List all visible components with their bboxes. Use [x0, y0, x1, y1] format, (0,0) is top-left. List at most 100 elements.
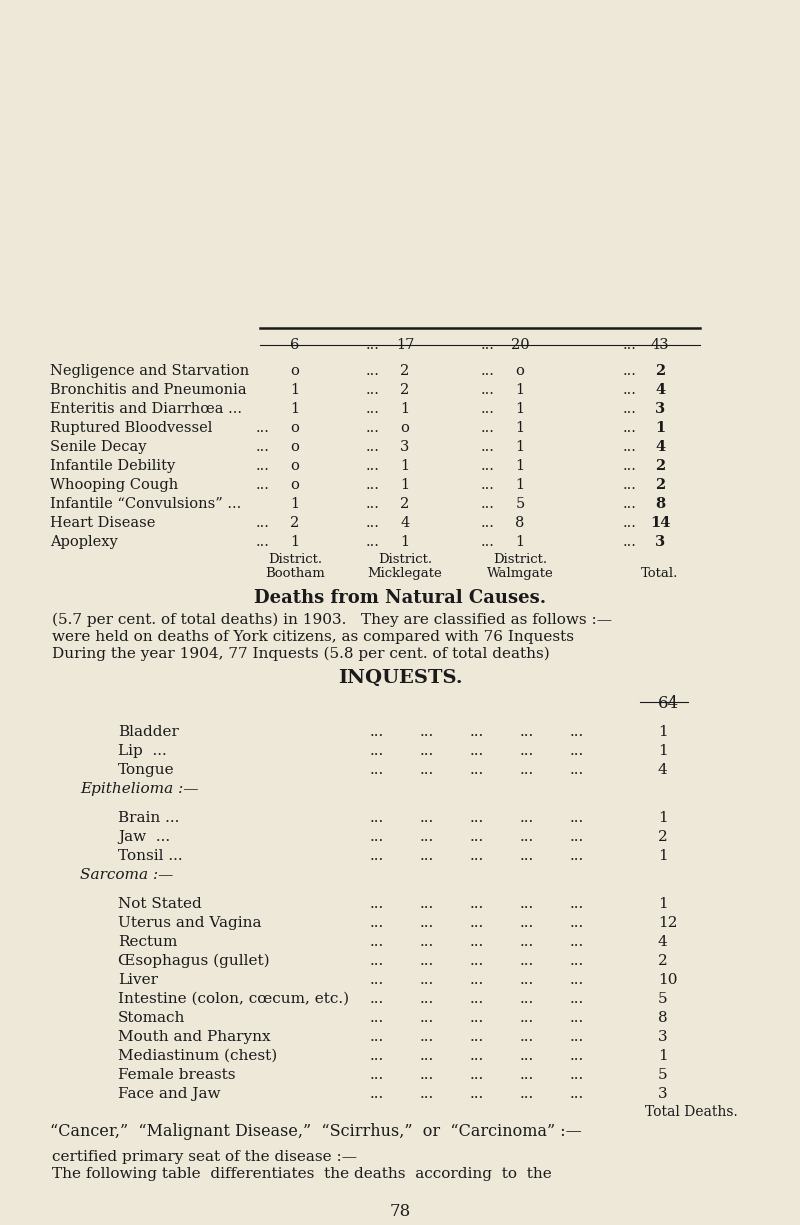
Text: ...: ...	[256, 516, 270, 530]
Text: District.: District.	[268, 552, 322, 566]
Text: ...: ...	[370, 992, 384, 1006]
Text: o: o	[401, 421, 410, 435]
Text: 4: 4	[655, 440, 665, 454]
Text: ...: ...	[520, 811, 534, 824]
Text: 2: 2	[658, 954, 668, 968]
Text: ...: ...	[570, 973, 584, 987]
Text: ...: ...	[481, 516, 495, 530]
Text: 2: 2	[400, 364, 410, 379]
Text: ...: ...	[256, 535, 270, 549]
Text: 8: 8	[658, 1011, 668, 1025]
Text: 5: 5	[658, 992, 668, 1006]
Text: The following table  differentiates  the deaths  according  to  the: The following table differentiates the d…	[52, 1167, 552, 1181]
Text: ...: ...	[366, 402, 380, 416]
Text: 1: 1	[658, 744, 668, 758]
Text: 3: 3	[655, 535, 665, 549]
Text: 1: 1	[401, 535, 410, 549]
Text: Uterus and Vagina: Uterus and Vagina	[118, 916, 262, 930]
Text: ...: ...	[481, 440, 495, 454]
Text: ...: ...	[570, 831, 584, 844]
Text: ...: ...	[520, 935, 534, 949]
Text: ...: ...	[420, 763, 434, 777]
Text: ...: ...	[370, 811, 384, 824]
Text: ...: ...	[366, 459, 380, 473]
Text: o: o	[290, 478, 299, 492]
Text: were held on deaths of York citizens, as compared with 76 Inquests: were held on deaths of York citizens, as…	[52, 630, 574, 644]
Text: ...: ...	[366, 364, 380, 379]
Text: o: o	[290, 440, 299, 454]
Text: ...: ...	[370, 763, 384, 777]
Text: Œsophagus (gullet): Œsophagus (gullet)	[118, 954, 270, 968]
Text: Total Deaths.: Total Deaths.	[645, 1105, 738, 1118]
Text: ...: ...	[420, 1011, 434, 1025]
Text: Negligence and Starvation: Negligence and Starvation	[50, 364, 250, 379]
Text: Mediastinum (chest): Mediastinum (chest)	[118, 1049, 278, 1063]
Text: District.: District.	[378, 552, 432, 566]
Text: Bootham: Bootham	[265, 567, 325, 579]
Text: Female breasts: Female breasts	[118, 1068, 235, 1082]
Text: ...: ...	[370, 831, 384, 844]
Text: o: o	[290, 364, 299, 379]
Text: ...: ...	[623, 516, 637, 530]
Text: Not Stated: Not Stated	[118, 897, 202, 911]
Text: Micklegate: Micklegate	[368, 567, 442, 579]
Text: ...: ...	[570, 897, 584, 911]
Text: ...: ...	[256, 459, 270, 473]
Text: ...: ...	[623, 440, 637, 454]
Text: 3: 3	[400, 440, 410, 454]
Text: 3: 3	[658, 1087, 668, 1101]
Text: ...: ...	[370, 954, 384, 968]
Text: ...: ...	[366, 440, 380, 454]
Text: ...: ...	[570, 1030, 584, 1044]
Text: ...: ...	[470, 849, 484, 862]
Text: ...: ...	[520, 992, 534, 1006]
Text: ...: ...	[470, 1030, 484, 1044]
Text: ...: ...	[470, 973, 484, 987]
Text: 1: 1	[658, 849, 668, 862]
Text: 8: 8	[515, 516, 525, 530]
Text: ...: ...	[520, 1030, 534, 1044]
Text: ...: ...	[470, 1011, 484, 1025]
Text: ...: ...	[481, 497, 495, 511]
Text: (5.7 per cent. of total deaths) in 1903.   They are classified as follows :—: (5.7 per cent. of total deaths) in 1903.…	[52, 612, 612, 627]
Text: ...: ...	[470, 725, 484, 739]
Text: 1: 1	[515, 478, 525, 492]
Text: During the year 1904, 77 Inquests (5.8 per cent. of total deaths): During the year 1904, 77 Inquests (5.8 p…	[52, 647, 550, 662]
Text: ...: ...	[520, 916, 534, 930]
Text: 1: 1	[515, 459, 525, 473]
Text: 4: 4	[655, 383, 665, 397]
Text: 17: 17	[396, 338, 414, 352]
Text: 20: 20	[510, 338, 530, 352]
Text: ...: ...	[623, 535, 637, 549]
Text: ...: ...	[623, 383, 637, 397]
Text: Stomach: Stomach	[118, 1011, 186, 1025]
Text: ...: ...	[420, 973, 434, 987]
Text: 43: 43	[650, 338, 670, 352]
Text: 1: 1	[515, 440, 525, 454]
Text: o: o	[515, 364, 525, 379]
Text: ...: ...	[256, 421, 270, 435]
Text: o: o	[290, 421, 299, 435]
Text: Heart Disease: Heart Disease	[50, 516, 155, 530]
Text: ...: ...	[370, 1068, 384, 1082]
Text: ...: ...	[520, 744, 534, 758]
Text: ...: ...	[370, 897, 384, 911]
Text: ...: ...	[420, 1030, 434, 1044]
Text: ...: ...	[520, 763, 534, 777]
Text: Ruptured Bloodvessel: Ruptured Bloodvessel	[50, 421, 212, 435]
Text: 1: 1	[290, 535, 299, 549]
Text: ...: ...	[520, 1049, 534, 1063]
Text: ...: ...	[570, 744, 584, 758]
Text: ...: ...	[481, 402, 495, 416]
Text: ...: ...	[420, 897, 434, 911]
Text: ...: ...	[481, 535, 495, 549]
Text: ...: ...	[420, 992, 434, 1006]
Text: Infantile “Convulsions” ...: Infantile “Convulsions” ...	[50, 497, 242, 511]
Text: ...: ...	[520, 831, 534, 844]
Text: 14: 14	[650, 516, 670, 530]
Text: Deaths from Natural Causes.: Deaths from Natural Causes.	[254, 589, 546, 606]
Text: Apoplexy: Apoplexy	[50, 535, 118, 549]
Text: ...: ...	[370, 849, 384, 862]
Text: ...: ...	[570, 1087, 584, 1101]
Text: ...: ...	[420, 916, 434, 930]
